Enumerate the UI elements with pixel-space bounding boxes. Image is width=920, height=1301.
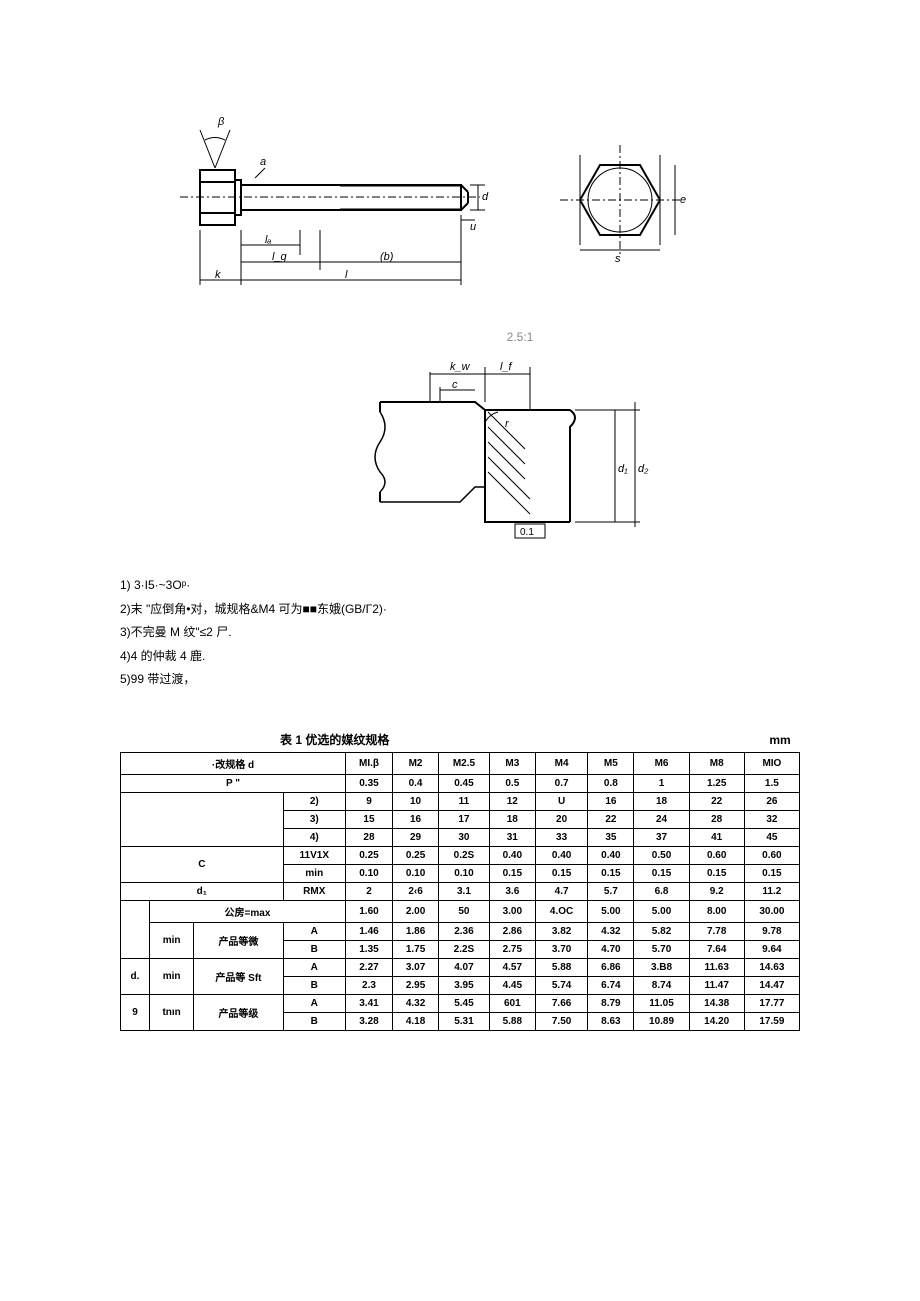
label-lg: l_g — [272, 251, 288, 263]
hdr-col: M6 — [634, 752, 689, 774]
label-r: r — [505, 418, 510, 430]
hdr-col: M3 — [489, 752, 535, 774]
table-row: 2) 9101112U16182226 — [121, 792, 800, 810]
hdr-col: MIO — [744, 752, 799, 774]
label-a: a — [260, 156, 266, 168]
label-d: d — [482, 191, 489, 203]
note-5: 5)99 带过渡， — [120, 669, 800, 691]
note-4: 4)4 的仲裁 4 鹿. — [120, 646, 800, 668]
label-u: u — [470, 221, 476, 233]
hdr-col: M2.5 — [439, 752, 490, 774]
bolt-diagram: β a d u lₐ l_g (b) k l — [160, 100, 490, 300]
label-box: 0.1 — [520, 527, 534, 538]
hdr-col: M8 — [689, 752, 744, 774]
table-row: C 11V1X 0.250.250.2S0.400.400.400.500.60… — [121, 846, 800, 864]
detail-diagram-wrap: 2.5:1 — [240, 330, 800, 555]
label-lf: l_f — [500, 361, 513, 373]
hex-diagram: s e — [550, 135, 700, 265]
hdr-col: M2 — [392, 752, 438, 774]
label-c: c — [452, 379, 458, 391]
table-row: d₁ RMX 22‹63.13.64.75.76.89.211.2 — [121, 882, 800, 900]
spec-table: ·改规格 d MI.β M2 M2.5 M3 M4 M5 M6 M8 MIO P… — [120, 752, 800, 1031]
label-e: e — [680, 194, 686, 206]
table-row: 9 tnın 产品等级 A 3.414.325.456017.668.7911.… — [121, 994, 800, 1012]
hdr-col: M5 — [588, 752, 634, 774]
note-1: 1) 3·I5·~3Oᵖ· — [120, 575, 800, 597]
table-title: 表 1 优选的媒纹规格 — [280, 731, 389, 748]
hdr-spec: ·改规格 d — [121, 752, 346, 774]
table-row: min 产品等微 A 1.461.862.362.863.824.325.827… — [121, 922, 800, 940]
label-kw: k_w — [450, 361, 471, 373]
zoom-label: 2.5:1 — [240, 330, 800, 344]
hdr-col: MI.β — [345, 752, 392, 774]
label-beta: β — [217, 116, 225, 128]
note-3: 3)不完曼 M 纹"≤2 尸. — [120, 622, 800, 644]
table-row: 公房=max 1.602.00503.004.OC5.005.008.0030.… — [121, 900, 800, 922]
label-b: (b) — [380, 251, 394, 263]
table-row: d. min 产品等 Sft A 2.273.074.074.575.886.8… — [121, 958, 800, 976]
table-title-row: 表 1 优选的媒纹规格 mm — [280, 731, 800, 748]
label-la: lₐ — [265, 234, 271, 246]
note-2: 2)末 "应倒角•对，城规格&M4 可为■■东娥(GB/Γ2)· — [120, 599, 800, 621]
detail-diagram: k_w l_f c r 0.1 d₁ d₂ — [370, 352, 670, 552]
label-l: l — [345, 269, 348, 281]
hdr-col: M4 — [535, 752, 587, 774]
notes-block: 1) 3·I5·~3Oᵖ· 2)末 "应倒角•对，城规格&M4 可为■■东娥(G… — [120, 575, 800, 691]
label-s: s — [615, 253, 621, 265]
label-d1: d₁ — [618, 463, 628, 475]
table-unit: mm — [769, 733, 790, 747]
table-row: P " 0.350.40.450.50.70.811.251.5 — [121, 774, 800, 792]
table-header-row: ·改规格 d MI.β M2 M2.5 M3 M4 M5 M6 M8 MIO — [121, 752, 800, 774]
label-d2: d₂ — [638, 463, 649, 475]
top-diagrams-row: β a d u lₐ l_g (b) k l — [160, 100, 800, 300]
label-k: k — [215, 269, 221, 281]
